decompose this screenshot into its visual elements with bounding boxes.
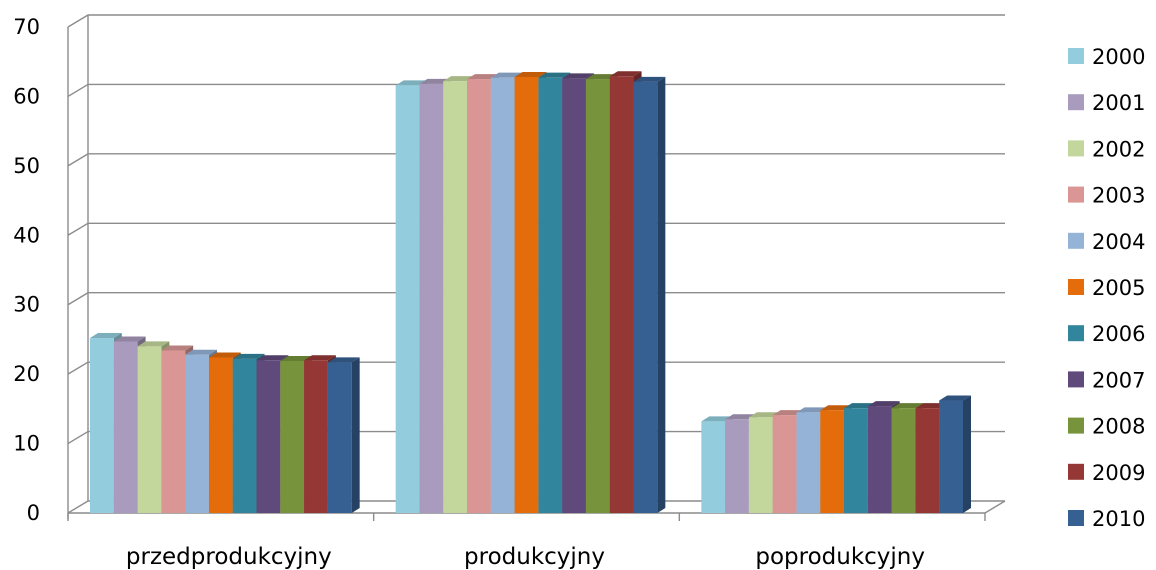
y-tick-label: 40 bbox=[13, 223, 40, 247]
legend-item-2005: 2005 bbox=[1068, 276, 1145, 300]
legend-item-2008: 2008 bbox=[1068, 415, 1145, 439]
legend-swatch bbox=[1068, 510, 1084, 526]
legend-label: 2005 bbox=[1092, 276, 1145, 300]
y-tick-label: 20 bbox=[13, 362, 40, 386]
legend-label: 2007 bbox=[1092, 368, 1145, 392]
category-label: poprodukcyjny bbox=[755, 544, 925, 570]
bar-2010-poprodukcyjny bbox=[939, 395, 971, 513]
y-tick-label: 0 bbox=[27, 501, 40, 525]
legend-label: 2008 bbox=[1092, 415, 1145, 439]
bar-2010-przedprodukcyjny bbox=[327, 357, 360, 513]
legend-swatch bbox=[1068, 48, 1084, 64]
legend-swatch bbox=[1068, 279, 1084, 295]
legend-label: 2009 bbox=[1092, 461, 1145, 485]
legend-item-2010: 2010 bbox=[1068, 507, 1145, 531]
gridline-70 bbox=[67, 14, 1005, 28]
bar-2010-produkcyjny bbox=[633, 76, 666, 513]
legend-item-2009: 2009 bbox=[1068, 461, 1145, 485]
legend-swatch bbox=[1068, 325, 1084, 342]
category-labels: przedprodukcyjny produkcyjny poprodukcyjny bbox=[126, 544, 925, 570]
legend-swatch bbox=[1068, 94, 1084, 111]
legend-item-2002: 2002 bbox=[1068, 137, 1145, 161]
y-tick-label: 10 bbox=[13, 432, 40, 456]
legend-item-2003: 2003 bbox=[1068, 184, 1145, 208]
legend-label: 2000 bbox=[1092, 45, 1145, 69]
legend-item-2006: 2006 bbox=[1068, 322, 1145, 346]
legend-swatch bbox=[1068, 186, 1084, 203]
legend-label: 2003 bbox=[1092, 184, 1145, 208]
bars bbox=[90, 71, 971, 514]
x-axis-depth-line bbox=[984, 500, 1006, 514]
legend-item-2001: 2001 bbox=[1068, 91, 1145, 115]
legend-swatch bbox=[1068, 371, 1084, 388]
y-tick-label: 60 bbox=[13, 84, 40, 108]
y-axis-ticks: 0 10 20 30 40 50 60 70 bbox=[13, 15, 40, 525]
legend-label: 2004 bbox=[1092, 230, 1145, 254]
y-tick-label: 50 bbox=[13, 154, 40, 178]
legend-item-2007: 2007 bbox=[1068, 368, 1145, 392]
category-label: przedprodukcyjny bbox=[126, 544, 332, 570]
legend-swatch bbox=[1068, 140, 1084, 157]
legend-swatch bbox=[1068, 417, 1084, 434]
legend-swatch bbox=[1068, 463, 1084, 480]
legend-swatch bbox=[1068, 232, 1084, 249]
legend-item-2004: 2004 bbox=[1068, 230, 1145, 254]
legend-item-2000: 2000 bbox=[1068, 45, 1145, 69]
category-label: produkcyjny bbox=[464, 544, 605, 570]
legend-label: 2002 bbox=[1092, 137, 1145, 161]
legend-label: 2001 bbox=[1092, 91, 1145, 115]
legend: 2000 2001 2002 2003 2004 2005 2006 2007 2008 2009… bbox=[1068, 45, 1145, 531]
legend-label: 2010 bbox=[1092, 507, 1145, 531]
y-tick-label: 70 bbox=[13, 15, 40, 39]
legend-label: 2006 bbox=[1092, 322, 1145, 346]
y-tick-label: 30 bbox=[13, 293, 40, 317]
